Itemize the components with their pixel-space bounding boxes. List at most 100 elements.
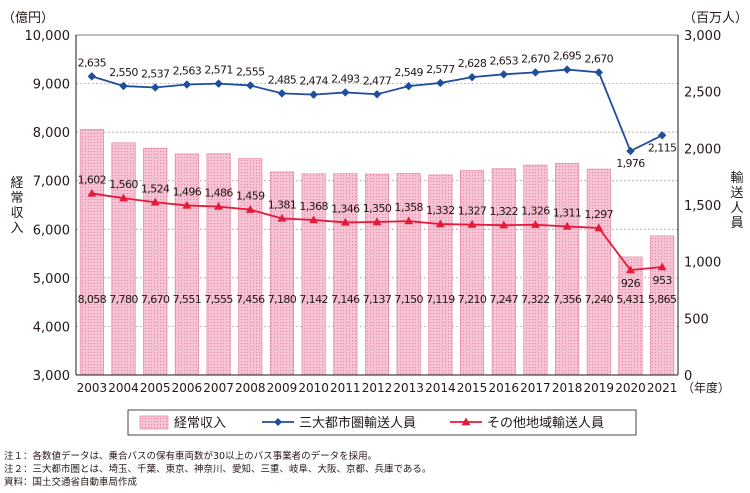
- x-tick-label: 2020: [615, 381, 646, 395]
- marker-triangle: [562, 221, 572, 230]
- bar-value-label: 7,356: [553, 293, 582, 306]
- bar-value-label: 7,142: [299, 293, 328, 306]
- marker-triangle: [657, 262, 667, 271]
- marker-diamond: [372, 90, 382, 99]
- line-value-label: 1,322: [489, 205, 518, 218]
- line-value-label: 2,115: [648, 141, 677, 154]
- x-tick-label: 2011: [330, 381, 361, 395]
- line-value-label: 2,474: [299, 75, 328, 88]
- line-value-label: 2,493: [331, 72, 360, 85]
- marker-triangle: [214, 201, 223, 210]
- line-value-label: 2,555: [236, 65, 265, 78]
- bar-revenue: [79, 129, 104, 376]
- line-value-label: 1,602: [78, 173, 107, 186]
- marker-triangle: [467, 220, 477, 228]
- legend-label-revenue: 経常収入: [174, 416, 226, 431]
- bar-series-revenue: [79, 129, 675, 376]
- line-value-label: 953: [653, 274, 673, 287]
- line-value-label: 2,653: [489, 54, 518, 67]
- bar-value-label: 7,240: [585, 293, 614, 306]
- y-left-tick-label: 6,000: [33, 223, 70, 238]
- marker-diamond: [151, 83, 160, 92]
- bar-value-label: 7,137: [363, 293, 392, 306]
- x-tick-label: 2018: [552, 381, 583, 395]
- legend-label-metro: 三大都市圏輸送人員: [299, 415, 416, 431]
- note-2: 注２：三大都市圏とは、埼玉、千葉、東京、神奈川、愛知、三重、岐阜、大阪、京都、兵…: [4, 464, 432, 475]
- data-labels: 8,058 7,780 7,670 7,551 7,555 7,456 7,180 7,142…: [78, 50, 678, 306]
- x-tick-label: 2007: [203, 381, 234, 395]
- line-value-label: 1,381: [268, 198, 297, 211]
- line-value-label: 2,485: [268, 73, 297, 86]
- line-value-label: 1,297: [585, 208, 614, 221]
- marker-triangle: [626, 265, 635, 274]
- line-value-label: 2,571: [204, 64, 233, 77]
- marker-diamond: [87, 72, 97, 81]
- line-value-label: 2,635: [78, 56, 107, 69]
- marker-diamond: [182, 80, 192, 89]
- bar-revenue: [523, 164, 548, 376]
- y-left-tick-label: 9,000: [33, 78, 70, 93]
- marker-triangle: [404, 216, 414, 225]
- bar-value-label: 7,119: [426, 293, 455, 306]
- marker-triangle: [245, 205, 255, 213]
- y-right-unit: （百万人）: [683, 11, 748, 26]
- x-tick-label: 2006: [172, 381, 203, 395]
- line-value-label: 926: [621, 277, 641, 290]
- marker-diamond: [531, 68, 540, 77]
- line-value-label: 2,670: [521, 52, 550, 65]
- legend-swatch-revenue: [139, 415, 169, 430]
- line-value-label: 2,477: [363, 74, 392, 87]
- y-right-tick-label: 0: [684, 369, 692, 384]
- line-value-label: 1,459: [236, 190, 265, 203]
- line-value-label: 1,311: [553, 206, 582, 219]
- legend: 経常収入 三大都市圏輸送人員 その他地域輸送人員: [127, 409, 637, 436]
- line-value-label: 1,346: [331, 202, 360, 215]
- marker-diamond: [499, 70, 508, 79]
- marker-triangle: [150, 197, 160, 206]
- line-value-label: 2,563: [173, 65, 202, 78]
- y-right-tick-label: 1,000: [684, 256, 721, 271]
- x-tick-label: 2021: [647, 381, 678, 395]
- marker-triangle: [119, 193, 128, 202]
- line-value-label: 1,332: [426, 204, 455, 217]
- bar-value-label: 7,146: [331, 293, 360, 306]
- bar-value-label: 7,180: [268, 293, 297, 306]
- x-tick-label: 2015: [457, 381, 488, 395]
- bar-value-label: 7,555: [204, 293, 233, 306]
- line-value-label: 1,976: [616, 157, 645, 170]
- marker-diamond: [214, 79, 223, 88]
- note-1: 注１：各数値データは、乗合バスの保有車両数が30以上のバス事業者のデータを採用。: [4, 451, 378, 462]
- marker-triangle: [309, 215, 319, 224]
- bar-revenue: [460, 170, 485, 376]
- y-left-axis-title: 経常収入: [10, 176, 23, 236]
- marker-diamond: [626, 146, 635, 156]
- x-tick-label: 2019: [584, 381, 615, 395]
- x-tick-label: 2008: [235, 381, 266, 395]
- x-tick-label: 2017: [520, 381, 551, 395]
- legend-label-other: その他地域輸送人員: [487, 416, 604, 431]
- y-right-tick-label: 500: [684, 312, 709, 327]
- bar-value-label: 5,865: [648, 293, 677, 306]
- line-value-label: 2,577: [426, 63, 455, 76]
- x-tick-label: 2005: [140, 381, 171, 395]
- x-tick-label: 2004: [108, 381, 139, 395]
- bar-value-label: 8,058: [78, 293, 107, 306]
- y-right-tick-label: 2,000: [684, 142, 721, 157]
- axes: 3,000 4,000 5,000 6,000 7,000 8,000 9,000 10,00…: [2, 10, 748, 395]
- line-value-label: 1,496: [173, 185, 202, 198]
- line-value-label: 2,550: [109, 66, 138, 79]
- line-value-label: 2,549: [394, 66, 423, 79]
- y-left-tick-label: 8,000: [33, 126, 70, 141]
- bar-value-label: 7,780: [109, 293, 138, 306]
- line-value-label: 2,670: [585, 52, 614, 65]
- x-tick-label: 2003: [77, 381, 108, 395]
- marker-diamond: [119, 81, 128, 91]
- x-tick-label: 2016: [488, 381, 519, 395]
- line-value-label: 2,695: [553, 50, 582, 63]
- marker-diamond: [404, 81, 413, 91]
- bar-value-label: 7,551: [173, 293, 202, 306]
- y-left-tick-label: 3,000: [33, 369, 70, 384]
- bar-value-label: 7,322: [521, 293, 550, 306]
- bar-revenue: [491, 168, 516, 376]
- bar-value-label: 7,210: [458, 293, 487, 306]
